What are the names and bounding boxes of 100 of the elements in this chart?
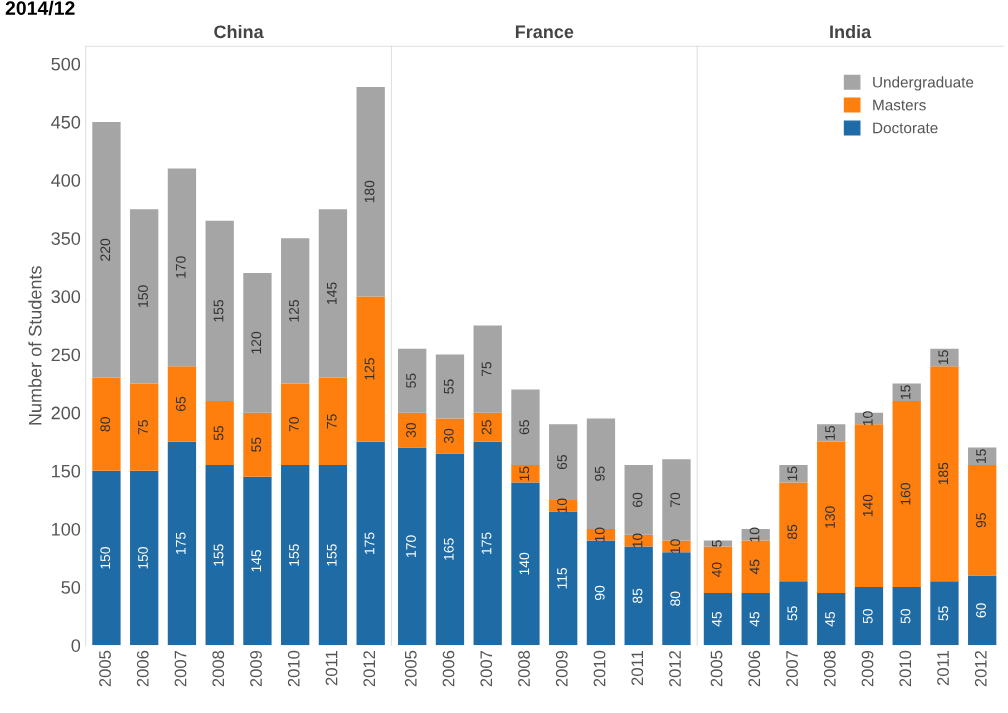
- data-label: 40: [711, 562, 722, 578]
- bar: [281, 238, 310, 384]
- bar: [854, 587, 884, 646]
- y-tick-label: 200: [51, 406, 81, 420]
- data-label: 55: [406, 373, 416, 388]
- x-tick-label: 2012: [669, 650, 681, 687]
- data-label: 30: [443, 428, 454, 444]
- data-label: 65: [175, 396, 186, 411]
- x-tick-label: 2011: [631, 650, 644, 686]
- data-label: 90: [594, 585, 605, 600]
- bar: [473, 441, 502, 646]
- x-tick-label: 2007: [174, 650, 187, 687]
- data-label: 50: [900, 609, 911, 624]
- data-label: 125: [289, 299, 299, 322]
- data-label: 45: [712, 611, 722, 627]
- y-tick-label: 100: [52, 522, 81, 536]
- data-label: 55: [443, 379, 454, 394]
- bar: [205, 465, 234, 646]
- x-tick-label: 2011: [325, 650, 338, 686]
- data-label: 75: [138, 420, 148, 435]
- data-label: 80: [670, 591, 681, 606]
- data-label: 120: [251, 331, 262, 354]
- bar: [549, 424, 578, 500]
- data-label: 75: [326, 414, 337, 429]
- bar: [318, 465, 348, 646]
- bar: [167, 441, 197, 646]
- data-label: 50: [862, 609, 873, 624]
- y-tick-label: 50: [61, 581, 81, 594]
- bar: [586, 418, 616, 529]
- bar: [92, 470, 121, 646]
- data-label: 175: [481, 532, 492, 555]
- data-label: 125: [364, 358, 375, 380]
- data-label: 60: [976, 603, 986, 618]
- chart-title: France: [515, 25, 574, 39]
- bar: [511, 482, 540, 646]
- data-label: 175: [175, 532, 186, 555]
- x-tick-label: 2011: [937, 650, 949, 686]
- data-label: 155: [326, 544, 337, 566]
- bar: [130, 209, 159, 384]
- bar: [92, 121, 121, 378]
- chart-title: India: [830, 24, 872, 39]
- data-label: 70: [670, 492, 681, 507]
- data-label: 10: [594, 527, 605, 542]
- x-tick-label: 2005: [99, 650, 111, 687]
- x-tick-label: 2007: [480, 650, 493, 687]
- data-label: 5: [712, 540, 722, 547]
- y-tick-label: 0: [71, 639, 81, 652]
- data-label: 60: [632, 492, 643, 507]
- data-label: 85: [632, 588, 643, 603]
- bar: [356, 87, 385, 297]
- data-label: 45: [749, 611, 760, 627]
- bar: [549, 499, 578, 512]
- data-label: 140: [519, 552, 530, 575]
- bar: [281, 465, 310, 646]
- bar: [624, 546, 653, 646]
- data-label: 45: [749, 559, 760, 575]
- data-label: 30: [406, 422, 416, 438]
- data-label: 65: [557, 454, 567, 470]
- bar: [741, 540, 770, 593]
- data-label: 170: [175, 256, 186, 278]
- data-label: 180: [364, 180, 375, 203]
- data-label: 15: [787, 466, 798, 481]
- bar: [281, 383, 310, 466]
- bar: [741, 528, 770, 541]
- bar: [130, 470, 159, 646]
- legend-label: Masters: [873, 99, 926, 111]
- data-label: 155: [289, 544, 299, 566]
- bar: [243, 412, 272, 477]
- data-label: 15: [976, 449, 986, 463]
- data-label: 10: [557, 498, 567, 513]
- bar: [930, 366, 959, 582]
- legend-label: Doctorate: [873, 122, 938, 134]
- bar: [167, 168, 197, 367]
- bar: [167, 366, 197, 442]
- legend-label: Undergraduate: [873, 76, 974, 91]
- bar: [243, 273, 272, 413]
- x-tick-label: 2009: [250, 650, 262, 687]
- x-tick-label: 2009: [555, 650, 568, 687]
- data-label: 95: [976, 513, 986, 528]
- bar: [511, 389, 540, 466]
- bar: [435, 453, 465, 646]
- bar: [130, 383, 159, 471]
- data-label: 55: [251, 437, 262, 452]
- x-tick-label: 2005: [404, 650, 417, 687]
- bar: [968, 575, 997, 646]
- data-label: 140: [862, 494, 873, 517]
- x-tick-label: 2006: [442, 650, 455, 687]
- y-tick-label: 350: [51, 232, 81, 245]
- bar: [741, 592, 770, 646]
- x-tick-label: 2006: [136, 650, 149, 687]
- data-label: 55: [938, 606, 949, 621]
- bar: [586, 528, 616, 541]
- x-tick-label: 2006: [748, 650, 761, 687]
- x-tick-label: 2012: [974, 650, 987, 687]
- x-tick-label: 2009: [861, 650, 874, 687]
- bar: [473, 325, 502, 413]
- x-tick-label: 2012: [363, 650, 376, 687]
- bar: [586, 540, 616, 646]
- data-label: 10: [670, 539, 681, 554]
- bar: [356, 296, 385, 442]
